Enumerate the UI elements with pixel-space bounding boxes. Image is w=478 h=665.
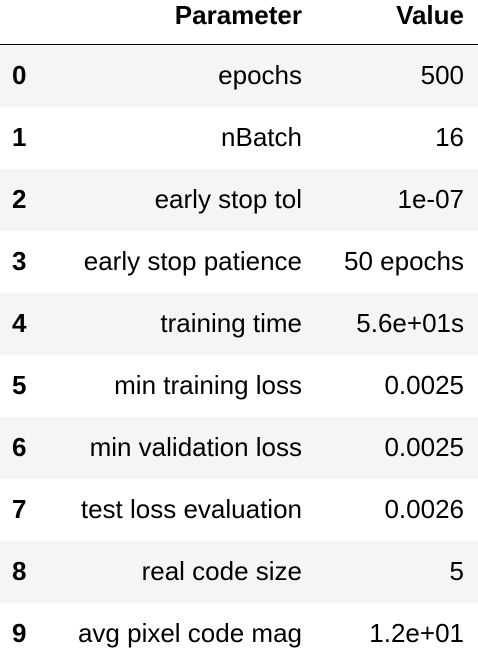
row-index: 3	[12, 246, 27, 276]
table-row: 7 test loss evaluation 0.0026	[0, 479, 478, 541]
value-cell: 0.0026	[384, 494, 464, 524]
table-row: 6 min validation loss 0.0025	[0, 416, 478, 479]
value-cell: 1.2e+01	[369, 618, 464, 648]
table-row: 5 min training loss 0.0025	[0, 355, 478, 417]
parameter-column-header: Parameter	[52, 0, 316, 45]
index-column-header	[0, 0, 52, 45]
parameter-cell: training time	[160, 308, 302, 338]
row-index: 6	[12, 432, 27, 462]
table-row: 1 nBatch 16	[0, 107, 478, 169]
value-cell: 1e-07	[397, 184, 465, 214]
row-index: 4	[12, 308, 27, 338]
row-index: 0	[12, 60, 27, 91]
row-index: 8	[12, 556, 27, 586]
parameter-cell: avg pixel code mag	[77, 618, 302, 648]
value-cell: 50 epochs	[344, 246, 464, 276]
parameter-cell: min training loss	[114, 370, 302, 400]
table-row: 9 avg pixel code mag 1.2e+01	[0, 603, 478, 665]
value-cell: 500	[420, 60, 464, 91]
value-cell: 5	[449, 556, 464, 586]
table-row: 4 training time 5.6e+01s	[0, 292, 478, 355]
parameter-cell: min validation loss	[89, 432, 302, 462]
header-row: Parameter Value	[0, 0, 478, 45]
table-row: 8 real code size 5	[0, 540, 478, 603]
value-cell: 5.6e+01s	[356, 308, 464, 338]
row-index: 2	[12, 184, 27, 214]
value-column-header: Value	[316, 0, 478, 45]
row-index: 5	[12, 370, 27, 400]
parameter-cell: real code size	[141, 556, 302, 586]
value-cell: 0.0025	[384, 432, 464, 462]
table-body: 0 epochs 500 1 nBatch 16 2 early stop to…	[0, 44, 478, 665]
parameter-cell: early stop tol	[154, 184, 302, 214]
value-cell: 0.0025	[384, 370, 464, 400]
value-cell: 16	[435, 122, 464, 152]
parameter-cell: nBatch	[221, 122, 302, 152]
row-index: 1	[12, 122, 27, 152]
parameter-cell: epochs	[218, 60, 302, 91]
table-row: 0 epochs 500	[0, 44, 478, 107]
parameter-cell: test loss evaluation	[80, 494, 302, 524]
row-index: 7	[12, 494, 27, 524]
table-header: Parameter Value	[0, 0, 478, 45]
table-row: 2 early stop tol 1e-07	[0, 168, 478, 231]
table-row: 3 early stop patience 50 epochs	[0, 231, 478, 293]
row-index: 9	[12, 618, 27, 648]
parameter-cell: early stop patience	[83, 246, 302, 276]
